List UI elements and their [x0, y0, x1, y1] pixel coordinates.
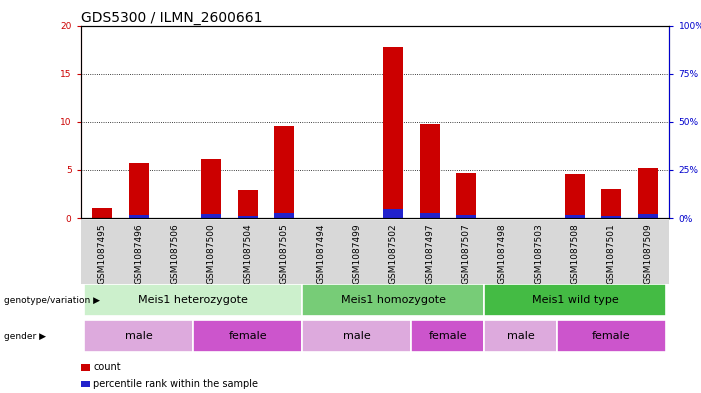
- Bar: [238, 190, 258, 218]
- Bar: [411, 320, 484, 352]
- Text: GSM1087495: GSM1087495: [98, 223, 107, 284]
- Bar: [601, 189, 621, 218]
- Text: GSM1087501: GSM1087501: [607, 223, 615, 284]
- Text: GSM1087507: GSM1087507: [461, 223, 470, 284]
- Bar: [484, 320, 557, 352]
- Text: GSM1087509: GSM1087509: [643, 223, 652, 284]
- Bar: [565, 215, 585, 218]
- Text: GSM1087496: GSM1087496: [135, 223, 143, 284]
- Text: GSM1087500: GSM1087500: [207, 223, 216, 284]
- Text: gender ▶: gender ▶: [4, 332, 46, 340]
- Bar: [302, 320, 411, 352]
- Text: Meis1 wild type: Meis1 wild type: [531, 295, 618, 305]
- Bar: [456, 215, 476, 218]
- Text: female: female: [592, 331, 631, 341]
- Text: female: female: [428, 331, 467, 341]
- Bar: [129, 163, 149, 218]
- Text: GSM1087505: GSM1087505: [280, 223, 289, 284]
- Bar: [129, 215, 149, 218]
- Text: GSM1087504: GSM1087504: [243, 223, 252, 284]
- Bar: [84, 284, 302, 316]
- Text: female: female: [229, 331, 267, 341]
- Text: GSM1087506: GSM1087506: [170, 223, 179, 284]
- Bar: [420, 124, 440, 218]
- Text: Meis1 homozygote: Meis1 homozygote: [341, 295, 446, 305]
- Bar: [274, 213, 294, 218]
- Bar: [484, 284, 666, 316]
- Bar: [383, 47, 403, 218]
- Text: GSM1087502: GSM1087502: [389, 223, 397, 284]
- Text: genotype/variation ▶: genotype/variation ▶: [4, 296, 100, 305]
- Text: male: male: [343, 331, 371, 341]
- Bar: [638, 215, 658, 218]
- Text: Meis1 heterozygote: Meis1 heterozygote: [138, 295, 248, 305]
- Text: GSM1087503: GSM1087503: [534, 223, 543, 284]
- Bar: [238, 216, 258, 218]
- Bar: [274, 126, 294, 218]
- Bar: [201, 160, 222, 218]
- Bar: [193, 320, 302, 352]
- Bar: [93, 208, 112, 218]
- Bar: [383, 209, 403, 218]
- Text: GSM1087498: GSM1087498: [498, 223, 507, 284]
- Bar: [456, 173, 476, 218]
- Text: male: male: [125, 331, 153, 341]
- Bar: [565, 174, 585, 218]
- Text: GSM1087499: GSM1087499: [353, 223, 361, 284]
- Text: GSM1087508: GSM1087508: [571, 223, 580, 284]
- Text: GDS5300 / ILMN_2600661: GDS5300 / ILMN_2600661: [81, 11, 262, 24]
- Text: GSM1087497: GSM1087497: [425, 223, 434, 284]
- Text: male: male: [507, 331, 534, 341]
- Bar: [638, 168, 658, 218]
- Text: count: count: [93, 362, 121, 373]
- Bar: [302, 284, 484, 316]
- Bar: [84, 320, 193, 352]
- Bar: [201, 214, 222, 218]
- Bar: [557, 320, 666, 352]
- Text: GSM1087494: GSM1087494: [316, 223, 325, 284]
- Text: percentile rank within the sample: percentile rank within the sample: [93, 379, 258, 389]
- Bar: [601, 216, 621, 218]
- Bar: [420, 213, 440, 218]
